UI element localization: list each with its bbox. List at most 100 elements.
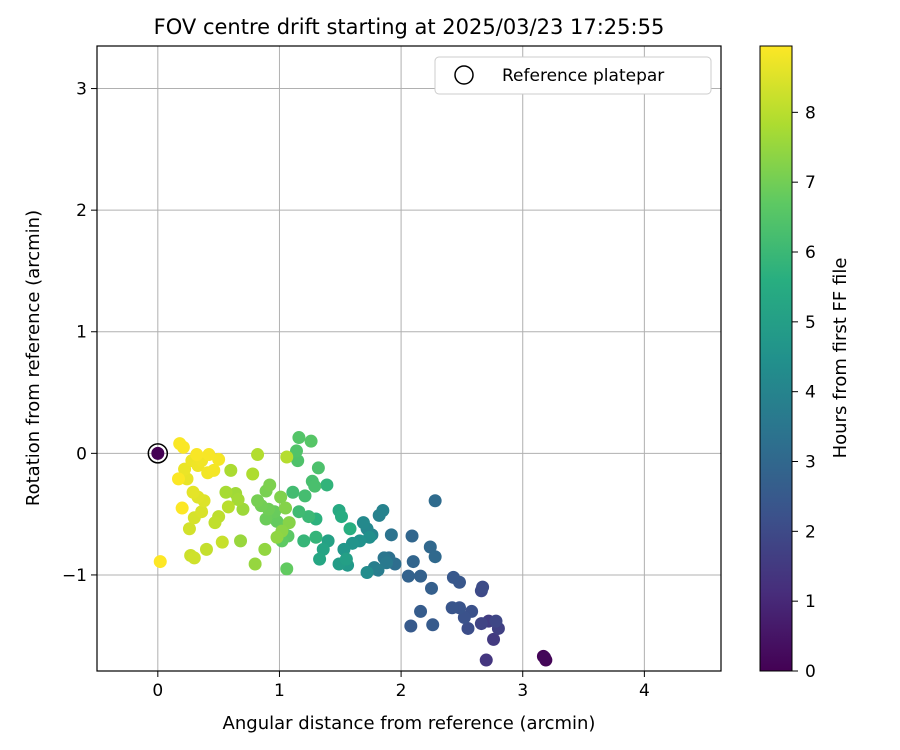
data-point — [270, 530, 284, 544]
data-point — [231, 493, 245, 507]
data-point — [270, 514, 284, 528]
colorbar-tick-label: 4 — [805, 383, 816, 403]
chart-title: FOV centre drift starting at 2025/03/23 … — [154, 15, 665, 39]
reference-point — [147, 443, 169, 464]
data-point — [248, 557, 262, 571]
legend-label: Reference platepar — [502, 66, 664, 86]
data-point — [414, 604, 428, 618]
data-point — [379, 556, 393, 570]
data-point — [428, 550, 442, 564]
y-axis-ticks: −1 0 1 2 3 — [62, 80, 97, 586]
data-point — [337, 542, 351, 556]
x-axis-label: Angular distance from reference (arcmin) — [223, 713, 596, 734]
data-point — [311, 461, 325, 475]
data-point — [175, 501, 189, 515]
data-point — [292, 431, 306, 445]
data-point — [182, 522, 196, 536]
data-point — [474, 617, 488, 631]
data-point — [258, 542, 272, 556]
data-point — [202, 448, 216, 462]
data-point — [313, 552, 327, 566]
data-point — [187, 551, 201, 565]
data-point — [423, 540, 437, 554]
data-point — [489, 614, 503, 628]
data-point — [302, 510, 316, 524]
data-point — [291, 454, 305, 468]
data-point — [246, 467, 260, 481]
data-point — [292, 505, 306, 519]
data-point — [298, 489, 312, 503]
data-point — [356, 516, 370, 530]
data-point — [251, 448, 265, 462]
data-point — [251, 494, 265, 508]
data-point — [208, 516, 222, 530]
colorbar-tick-label: 7 — [805, 173, 816, 193]
data-point — [401, 569, 415, 583]
data-point — [405, 529, 419, 543]
reference-point-dot — [151, 446, 165, 460]
legend: Reference platepar — [434, 56, 712, 95]
data-point — [384, 528, 398, 542]
data-point — [215, 535, 229, 549]
colorbar-label: Hours from first FF file — [830, 258, 851, 459]
data-point — [308, 479, 322, 493]
data-point — [224, 463, 238, 477]
data-point — [286, 485, 300, 499]
data-point — [212, 452, 226, 466]
data-point — [414, 569, 428, 583]
data-point — [221, 500, 235, 514]
data-point — [309, 530, 323, 544]
data-point — [236, 502, 250, 516]
data-points — [153, 431, 553, 667]
colorbar-tick-label: 1 — [805, 592, 816, 612]
plot-frame — [96, 45, 722, 672]
data-point — [404, 619, 418, 633]
legend-marker-icon — [454, 65, 474, 85]
data-point — [343, 522, 357, 536]
y-tick-label: 0 — [76, 444, 87, 464]
data-point — [178, 462, 192, 476]
x-tick-label: 4 — [639, 681, 650, 701]
data-point — [479, 653, 493, 667]
y-tick-label: 2 — [76, 201, 87, 221]
data-point — [446, 570, 460, 584]
data-point — [289, 444, 303, 458]
data-point — [259, 512, 273, 526]
data-point — [376, 503, 390, 517]
colorbar-tick-label: 5 — [805, 313, 816, 333]
y-axis-label: Rotation from reference (arcmin) — [23, 210, 44, 506]
data-point — [263, 478, 277, 492]
data-point — [334, 510, 348, 524]
data-point — [234, 534, 248, 548]
x-axis-ticks: 0 1 2 3 4 — [152, 671, 650, 701]
data-point — [339, 552, 353, 566]
data-point — [320, 478, 334, 492]
data-point — [476, 580, 490, 594]
data-point — [457, 610, 471, 624]
colorbar-tick-label: 2 — [805, 522, 816, 542]
reference-point-ring — [147, 443, 169, 464]
colorbar-ticks: 0 1 2 3 4 5 6 7 8 — [792, 103, 816, 682]
data-point — [207, 463, 221, 477]
data-point — [406, 555, 420, 569]
data-point — [176, 440, 190, 454]
data-point — [186, 485, 200, 499]
data-point — [274, 490, 288, 504]
colorbar-tick-label: 8 — [805, 103, 816, 123]
data-point — [297, 534, 311, 548]
data-point — [426, 618, 440, 632]
data-point — [219, 485, 233, 499]
colorbar: 0 1 2 3 4 5 6 7 8 Hours from first FF file — [759, 45, 851, 682]
y-tick-label: 1 — [76, 323, 87, 343]
data-point — [171, 472, 185, 486]
data-point — [282, 516, 296, 530]
x-tick-label: 1 — [274, 681, 285, 701]
colorbar-tick-label: 0 — [805, 662, 816, 682]
x-tick-label: 0 — [152, 681, 163, 701]
colorbar-gradient — [759, 45, 793, 672]
data-point — [199, 542, 213, 556]
data-point — [445, 601, 459, 615]
data-point — [428, 494, 442, 508]
data-point — [487, 632, 501, 646]
